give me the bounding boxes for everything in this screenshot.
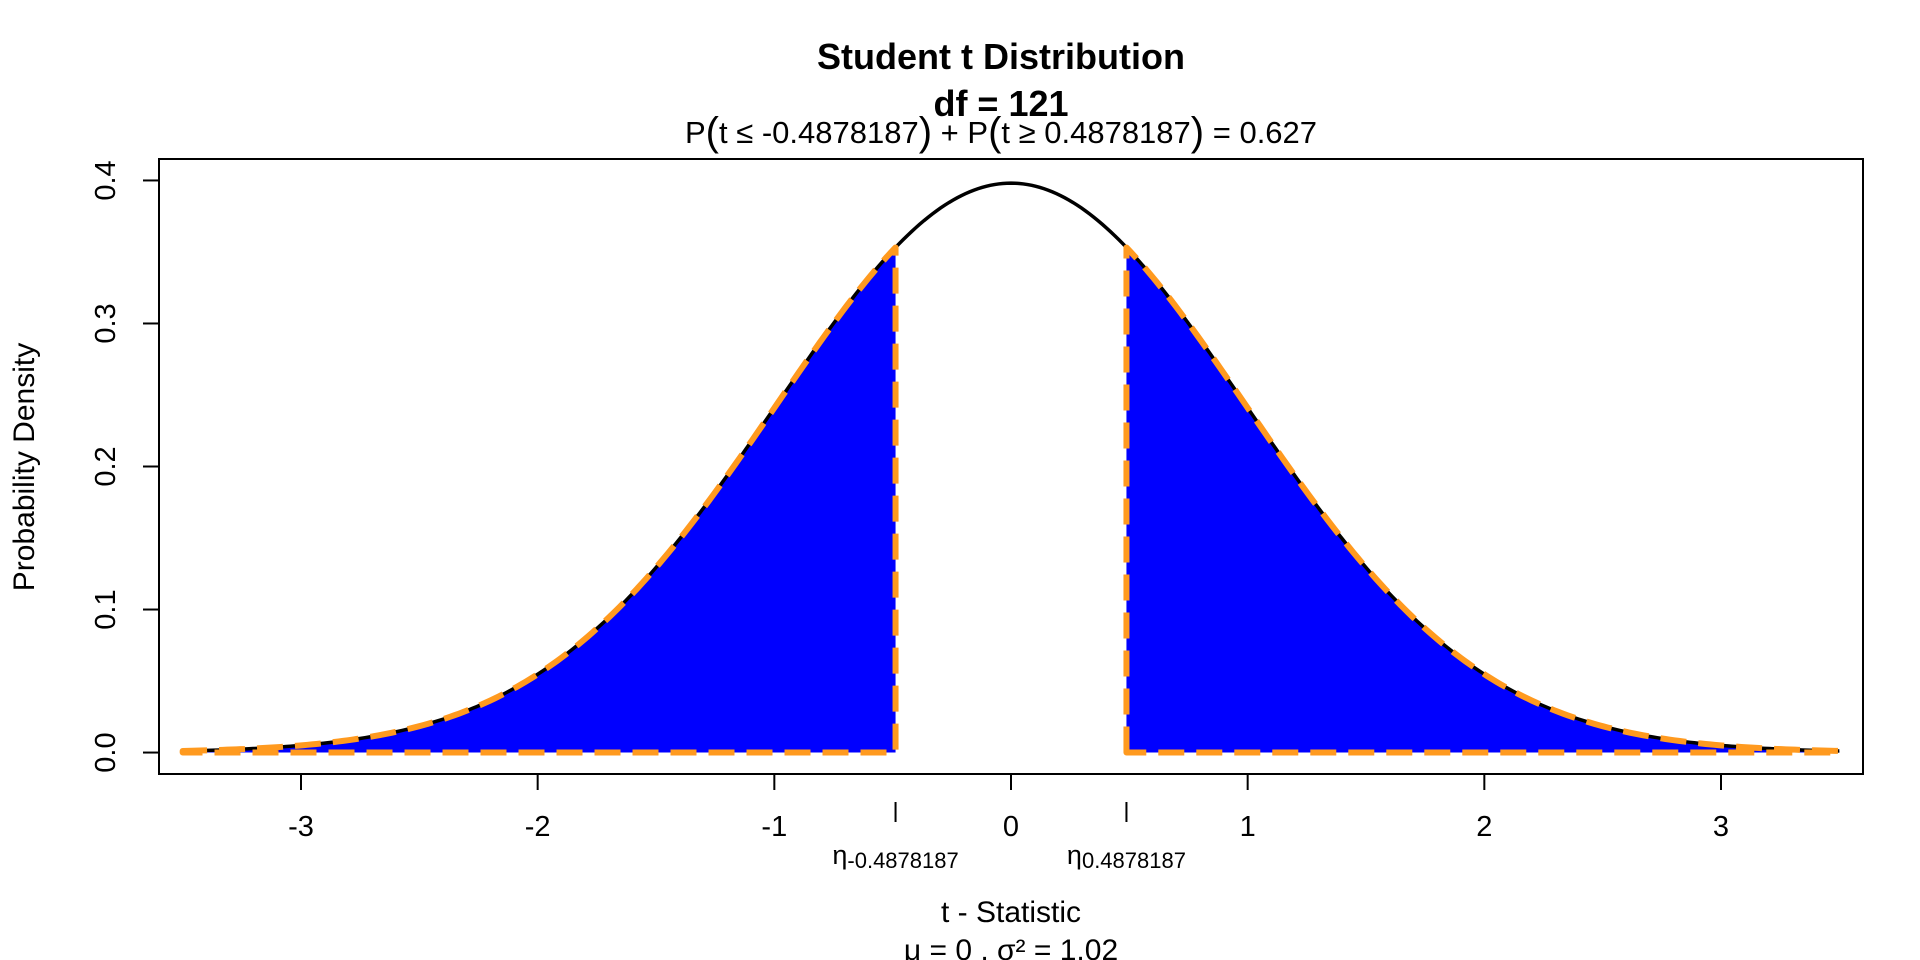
critical-value-label: η-0.4878187	[832, 840, 958, 873]
critical-label-subscript: 0.4878187	[1082, 848, 1186, 873]
subtitle-inner2: t ≥ 0.4878187	[1001, 115, 1190, 150]
y-tick-label: 0.1	[90, 589, 122, 629]
right-tail-area	[1126, 247, 1840, 753]
plot-frame	[158, 158, 1864, 775]
y-tick-label: 0.0	[90, 732, 122, 772]
subtitle-p2: P	[967, 115, 988, 150]
critical-value-label: η0.4878187	[1067, 840, 1186, 873]
subtitle-p1: P	[685, 115, 706, 150]
x-tick-label: 1	[1240, 811, 1256, 843]
x-axis-label: t - Statistic	[941, 896, 1081, 929]
plot-area	[179, 181, 1843, 756]
y-tick-label: 0.3	[90, 303, 122, 343]
y-axis-label: Probability Density	[8, 343, 41, 591]
chart-title: Student t Distribution	[817, 36, 1185, 77]
x-tick-label: -3	[288, 811, 314, 843]
critical-label-subscript: -0.4878187	[847, 848, 958, 873]
subtitle-inner1: t ≤ -0.4878187	[719, 115, 919, 150]
x-tick-label: 0	[1003, 811, 1019, 843]
critical-value-marks: η-0.4878187 η0.4878187	[832, 802, 1186, 873]
chart-subtitle: P(t ≤ -0.4878187) + P(t ≥ 0.4878187) = 0…	[685, 110, 1317, 154]
x-tick-label: 2	[1476, 811, 1492, 843]
x-axis: -3 -2 -1 0 1 2 3	[288, 773, 1729, 843]
density-curve	[182, 181, 1840, 753]
left-tail-outline	[179, 244, 899, 756]
y-tick-label: 0.4	[90, 160, 122, 200]
critical-label-symbol: η	[832, 840, 847, 870]
subtitle-plus: +	[941, 115, 959, 150]
x-tick-label: 3	[1713, 811, 1729, 843]
y-tick-label: 0.2	[90, 446, 122, 486]
x-tick-label: -2	[525, 811, 551, 843]
y-axis: 0.0 0.1 0.2 0.3 0.4	[90, 160, 160, 773]
critical-label-symbol: η	[1067, 840, 1082, 870]
subtitle-equals: = 0.627	[1213, 115, 1317, 150]
x-axis-label-params: μ = 0 , σ² = 1.02	[904, 934, 1118, 960]
chart-title-df: df = 121	[933, 83, 1068, 124]
left-tail-area	[182, 247, 896, 753]
x-tick-label: -1	[761, 811, 787, 843]
right-tail-outline	[1123, 244, 1843, 756]
